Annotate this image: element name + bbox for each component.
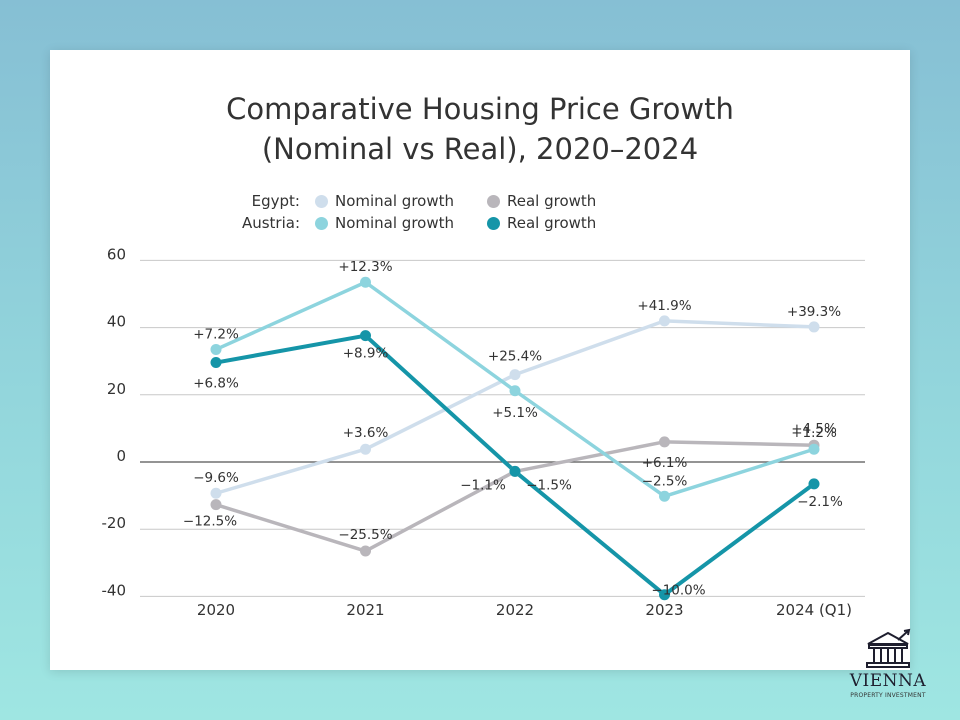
data-label: +39.3% [787,304,841,320]
legend-country-egypt: Egypt: [251,192,300,210]
data-label: +12.3% [338,259,392,275]
data-label: +7.2% [193,326,239,342]
data-point [360,330,371,342]
data-label: −25.5% [338,527,392,543]
data-label: −10.0% [651,583,705,599]
data-point [360,276,371,288]
data-label: +6.1% [642,455,688,471]
data-points [210,276,820,601]
data-point [808,478,820,490]
data-label: +25.4% [488,349,542,365]
data-point [509,385,521,397]
data-point [509,369,521,381]
x-tick-label: 2021 [346,601,384,619]
x-tick-label: 2024 (Q1) [776,601,852,619]
building-icon [866,628,911,668]
data-label: −12.5% [183,514,237,530]
legend-marker-austria-nominal [315,217,328,230]
series-line [214,440,816,553]
data-label: +5.1% [492,405,538,421]
data-label: −1.5% [526,477,572,493]
data-labels: −9.6% +3.6% +25.4% +41.9% +39.3% −12.5% −25.5%… [183,259,843,598]
logo-subtitle: PROPERTY INVESTMENT [850,692,926,699]
chart-title-line-1: Comparative Housing Price Growth [226,92,734,126]
chart-card: Comparative Housing Price Growth (Nomina… [50,50,910,670]
y-tick-label: 60 [107,245,126,263]
data-label: +6.8% [193,376,239,392]
grid-layer: 60 40 20 0 -20 -40 2020 2021 2022 2023 2024 (Q1) [102,245,865,619]
y-tick-label: -20 [102,514,127,532]
data-label: −9.6% [193,470,239,486]
legend-row-egypt: Egypt: Nominal growth Real growth [200,192,760,214]
data-label: +1.2% [791,425,837,441]
data-point [808,443,820,455]
legend-label-egypt-nominal: Nominal growth [335,192,455,210]
data-label: +8.9% [343,346,389,362]
data-point [360,443,371,455]
legend-marker-egypt-real [487,195,500,208]
data-point [659,589,670,601]
data-point [210,499,222,511]
legend-label-austria-real: Real growth [507,214,597,232]
y-tick-label: 20 [107,380,126,398]
data-label: +3.6% [343,425,389,441]
legend-country-austria: Austria: [241,214,300,232]
data-point [360,545,371,557]
y-tick-label: 0 [116,447,126,465]
data-point [210,343,222,355]
y-tick-label: -40 [102,581,127,599]
legend-marker-egypt-nominal [315,195,328,208]
legend-row-austria: Austria: Nominal growth Real growth [200,214,760,236]
legend-marker-austria-real [487,217,500,230]
data-point [210,357,222,369]
logo-name: VIENNA [849,671,927,691]
series-lines [214,280,816,597]
data-label: −1.1% [460,477,506,493]
data-point [659,436,670,448]
x-tick-label: 2022 [496,601,534,619]
data-point [210,487,222,499]
y-tick-label: 40 [107,313,126,331]
data-point [659,490,670,502]
legend-label-austria-nominal: Nominal growth [335,214,455,232]
data-point [808,321,820,333]
data-point [659,315,670,327]
legend-label-egypt-real: Real growth [507,192,597,210]
vienna-logo: VIENNA PROPERTY INVESTMENT [838,628,938,708]
data-label: −2.1% [797,494,843,510]
x-tick-label: 2023 [645,601,683,619]
data-label: −2.5% [642,473,688,489]
data-point [509,465,521,477]
data-label: +41.9% [637,298,691,314]
x-tick-label: 2020 [197,601,235,619]
data-label: +4.5% [791,421,837,437]
chart-title-line-2: (Nominal vs Real), 2020–2024 [261,132,699,166]
